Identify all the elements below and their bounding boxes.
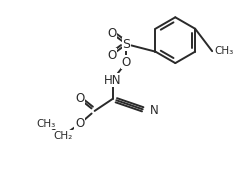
- Text: O: O: [107, 27, 116, 40]
- Text: CH₃: CH₃: [214, 46, 233, 56]
- Text: N: N: [150, 104, 159, 117]
- Text: CH₂: CH₂: [53, 131, 72, 141]
- Text: HN: HN: [104, 74, 121, 87]
- Text: CH₃: CH₃: [36, 119, 55, 129]
- Text: O: O: [122, 56, 131, 69]
- Text: O: O: [107, 49, 116, 62]
- Text: O: O: [75, 92, 84, 105]
- Text: O: O: [75, 117, 84, 130]
- Text: S: S: [123, 38, 130, 51]
